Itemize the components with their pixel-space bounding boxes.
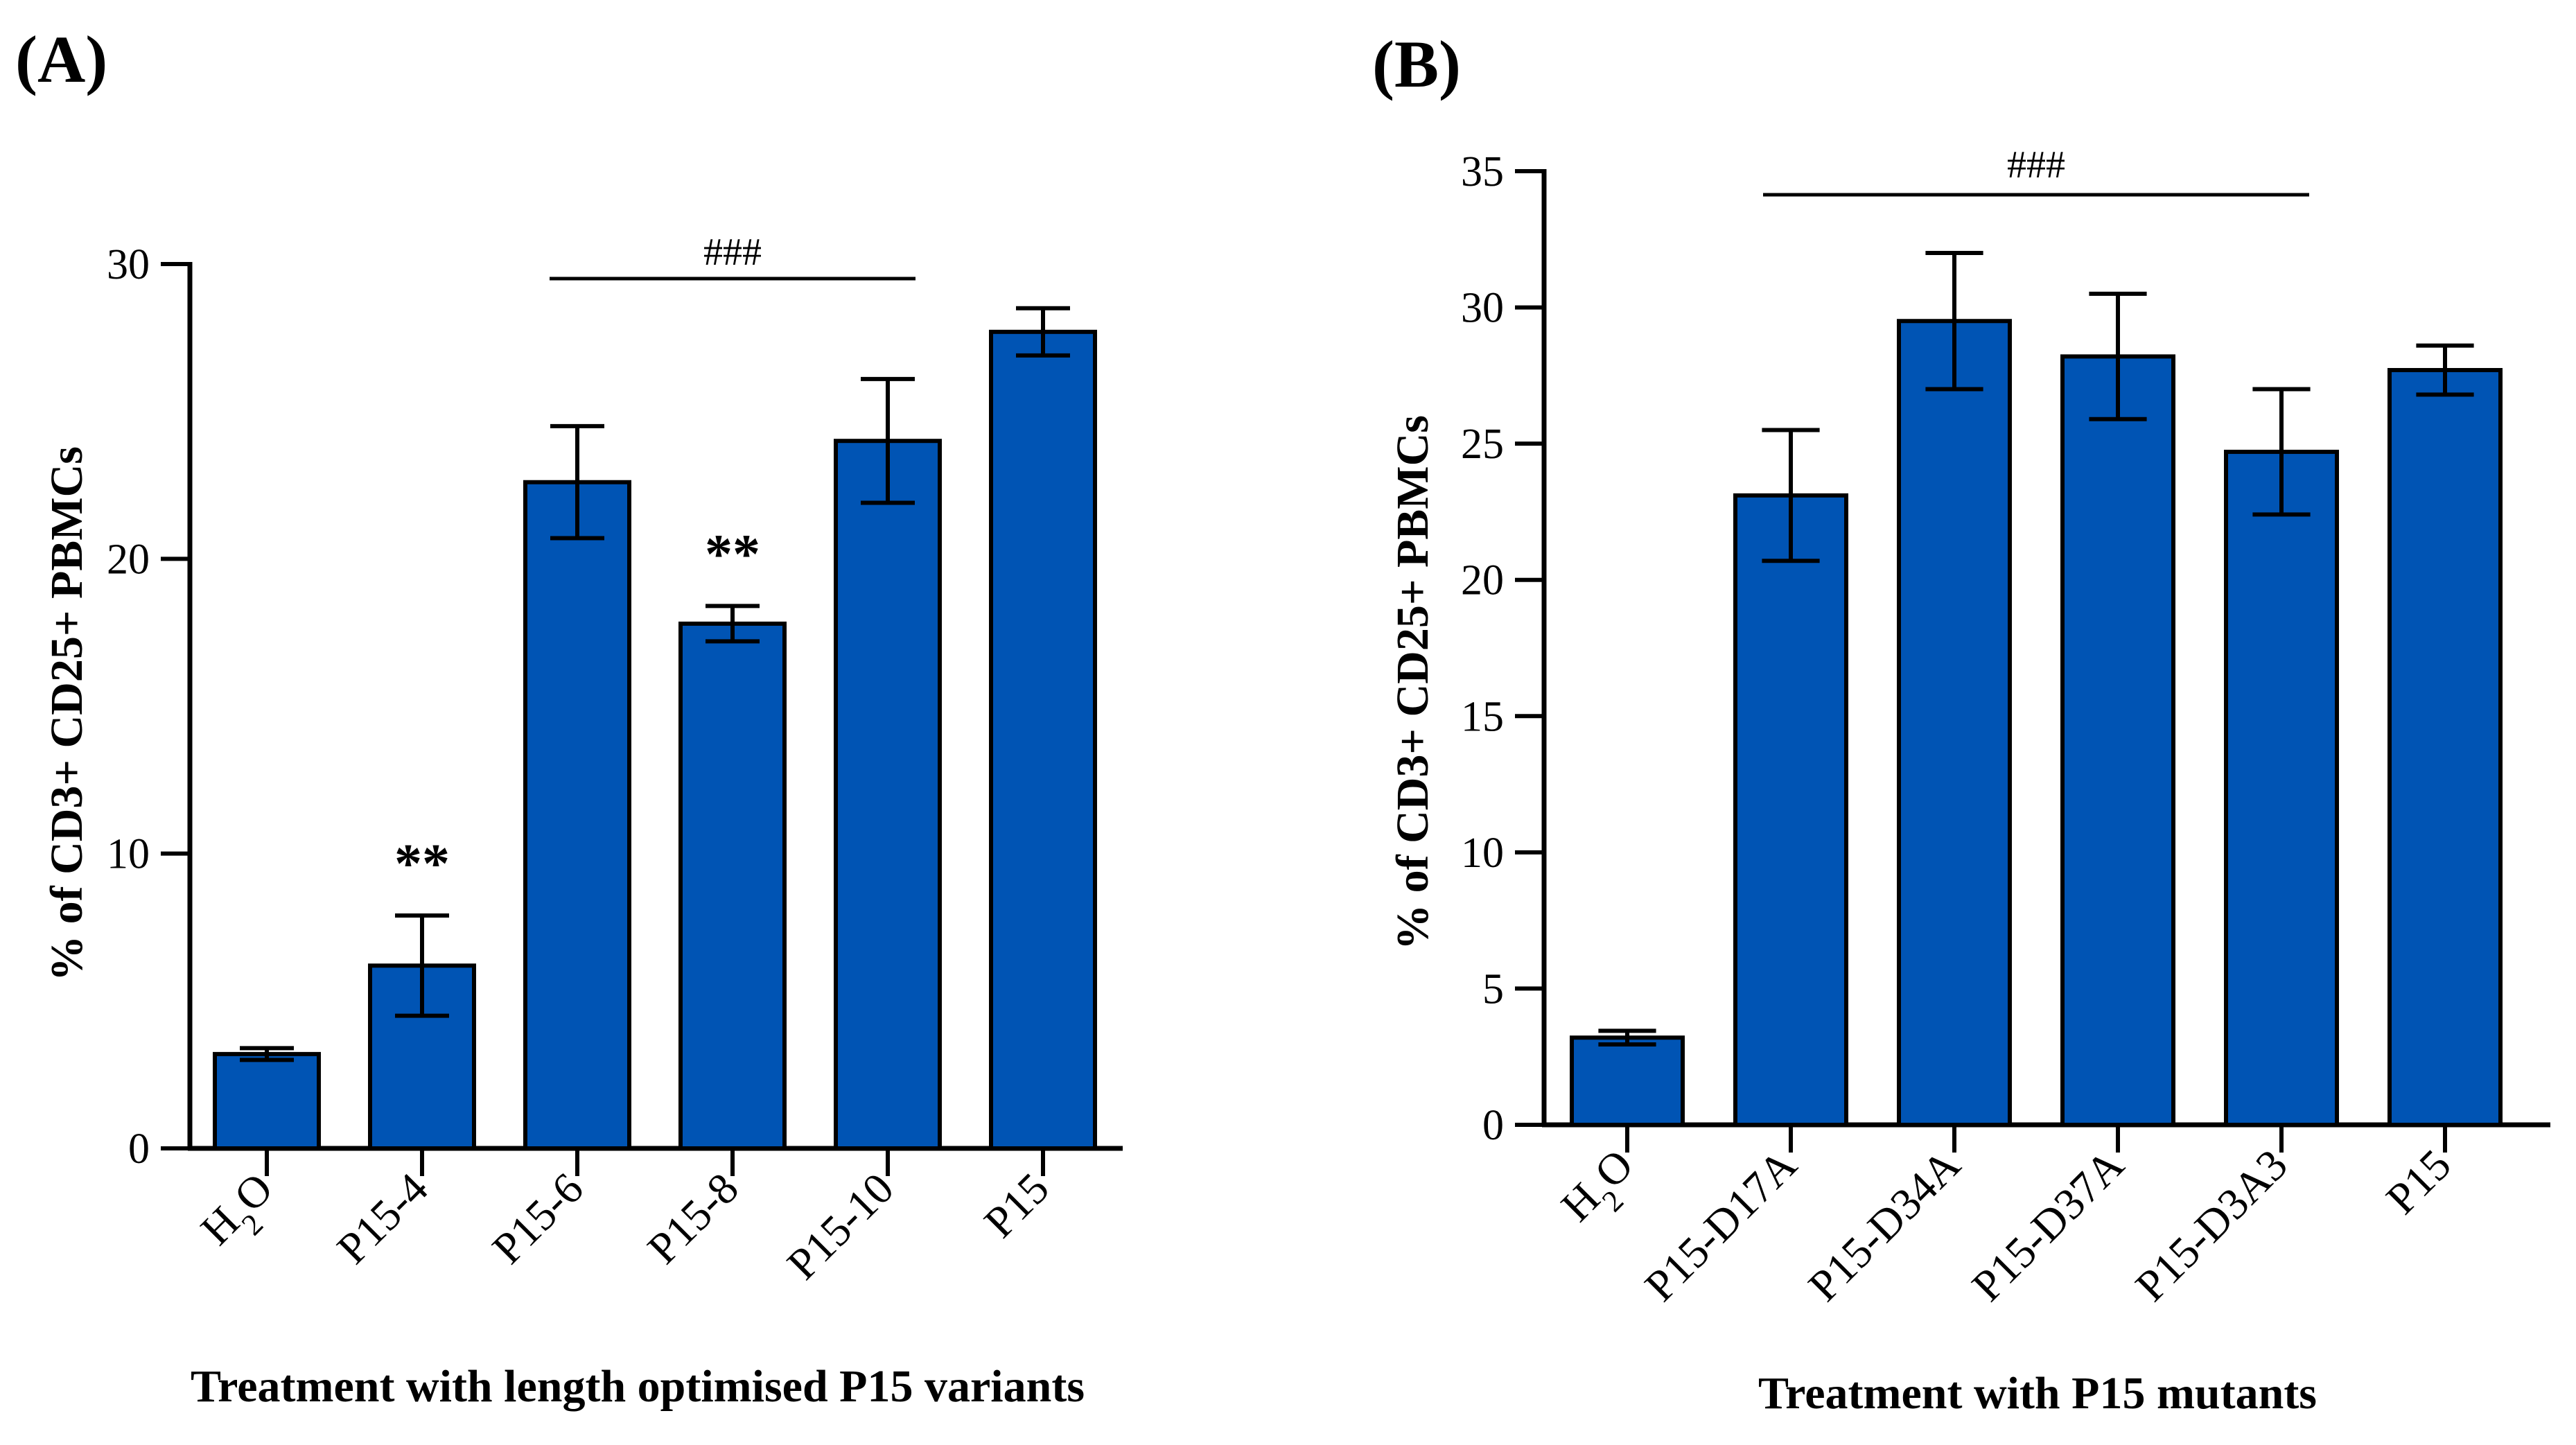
- panel-a-chart: (A) % of CD3+ CD25+ PBMCs Treatment with…: [15, 22, 1123, 1412]
- panel-a-ytick-label: 30: [107, 241, 150, 288]
- panel-b-bar: [1733, 493, 1848, 1127]
- panel-b-ytick-label: 15: [1461, 693, 1504, 740]
- panel-b-ylabel: % of CD3+ CD25+ PBMCs: [1387, 415, 1438, 950]
- panel-b-category-label: P15-D34A: [1799, 1140, 1970, 1311]
- panel-b-bar: [1897, 319, 2012, 1128]
- panel-a-bar: [523, 480, 631, 1150]
- panel-a-category-label: P15-4: [328, 1164, 437, 1273]
- panel-b-label: (B): [1372, 27, 1461, 101]
- panel-a-plot-area: 0 10 20 30 H2O P15-4 ** P15-6 P15-8 ** P15-10 P15 ##…: [107, 231, 1123, 1289]
- panel-a-bar: [834, 439, 942, 1150]
- panel-a-category-label: P15-6: [483, 1164, 593, 1273]
- panel-a-ylabel: % of CD3+ CD25+ PBMCs: [42, 446, 92, 981]
- panel-b-ytick-label: 25: [1461, 421, 1504, 468]
- panel-b-ytick-label: 20: [1461, 557, 1504, 604]
- panel-a-ytick-label: 0: [128, 1126, 150, 1173]
- panel-a-category-label: P15-10: [778, 1164, 903, 1289]
- panel-b-ytick-label: 0: [1482, 1102, 1504, 1149]
- panel-a-xlabel: Treatment with length optimised P15 vari…: [191, 1361, 1085, 1412]
- panel-a-category-label: H2O: [191, 1164, 292, 1265]
- panel-a-bar: [678, 621, 787, 1150]
- panel-a-category-label: P15-8: [638, 1164, 748, 1273]
- panel-b-category-label: P15: [2376, 1140, 2460, 1224]
- panel-b-significance-label: ###: [2007, 143, 2065, 186]
- panel-b-chart: (B) % of CD3+ CD25+ PBMCs Treatment with…: [1372, 27, 2550, 1419]
- panel-a-significance-label: ###: [703, 231, 762, 274]
- panel-b-ytick-label: 35: [1461, 148, 1504, 195]
- panel-b-category-label: P15-D17A: [1636, 1140, 1806, 1311]
- panel-b-category-label: H2O: [1552, 1140, 1653, 1241]
- panel-b-ytick-label: 10: [1461, 830, 1504, 877]
- panel-b-xlabel: Treatment with P15 mutants: [1758, 1368, 2317, 1419]
- panel-a-ytick-label: 10: [107, 831, 150, 878]
- panel-b-bar: [1570, 1035, 1685, 1128]
- panel-b-category-label: P15-D3A3: [2126, 1140, 2297, 1311]
- panel-b-ytick-label: 30: [1461, 285, 1504, 332]
- panel-a-ytick-label: 20: [107, 536, 150, 583]
- panel-a-category-label: P15: [974, 1164, 1058, 1247]
- panel-b-category-label: P15-D37A: [1963, 1140, 2133, 1311]
- panel-a-significance-stars: **: [394, 834, 450, 895]
- panel-a-bar: [213, 1051, 321, 1150]
- panel-b-bar: [2224, 449, 2339, 1127]
- panel-b-plot-area: 0 5 10 15 20 25 30 35 H2OP15-D17AP15-D34AP15-D37…: [1461, 143, 2550, 1311]
- panel-a-label: (A): [15, 22, 107, 96]
- panel-a-significance-stars: **: [705, 524, 760, 585]
- panel-b-bar: [2387, 367, 2503, 1127]
- panel-a-bar: [989, 329, 1097, 1150]
- panel-b-ytick-label: 5: [1482, 965, 1504, 1013]
- panel-b-bar: [2060, 354, 2175, 1127]
